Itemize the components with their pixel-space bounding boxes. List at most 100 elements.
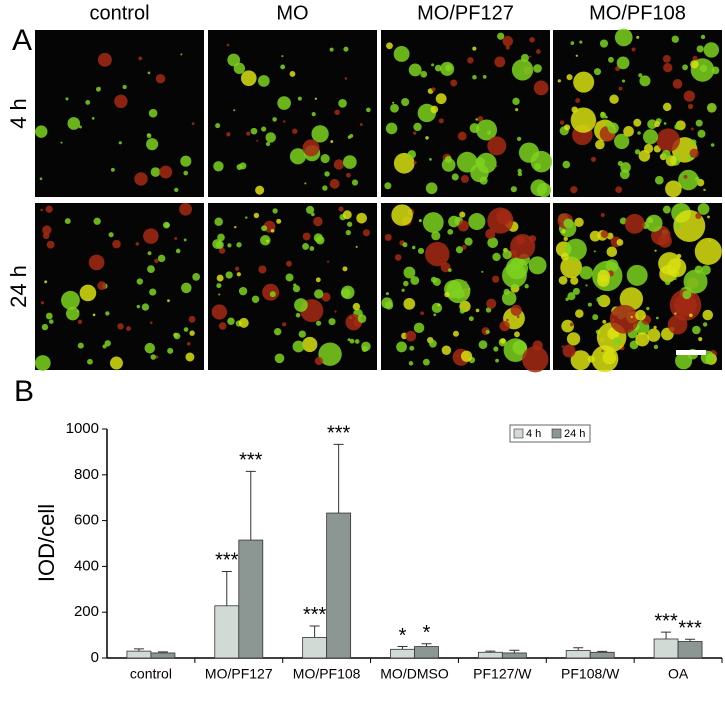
cell-blob — [493, 346, 499, 352]
cell-blob — [630, 315, 633, 319]
cell-blob — [558, 275, 568, 285]
cell-blob — [635, 332, 650, 347]
cell-blob — [411, 245, 416, 250]
cell-blob — [346, 172, 351, 178]
column-label: MO/PF127 — [417, 2, 514, 24]
cell-blob — [322, 185, 328, 191]
cell-blob — [88, 254, 105, 271]
cell-blob — [251, 295, 260, 303]
cell-blob — [694, 176, 700, 182]
cell-blob — [391, 204, 413, 226]
cell-blob — [234, 225, 237, 229]
cell-blob — [349, 338, 355, 344]
cell-blob — [342, 266, 348, 272]
cell-blob — [386, 42, 393, 50]
cell-blob — [587, 355, 595, 363]
y-tick-label: 0 — [91, 649, 99, 666]
cell-blob — [694, 237, 722, 265]
cell-blob — [441, 158, 456, 172]
cell-blob — [179, 202, 192, 216]
cell-blob — [450, 79, 458, 87]
cell-blob — [298, 330, 306, 338]
cell-blob — [352, 302, 361, 311]
cell-blob — [340, 288, 351, 299]
error-bar — [685, 638, 696, 642]
cell-blob — [117, 323, 124, 330]
cell-blob — [425, 182, 438, 195]
cell-blob — [506, 318, 509, 322]
cell-blob — [218, 293, 221, 296]
cell-blob — [502, 250, 512, 260]
cell-blob — [407, 150, 417, 159]
bar — [501, 652, 527, 659]
cell-blob — [413, 122, 422, 132]
cell-blob — [569, 322, 574, 327]
cell-blob — [266, 239, 269, 243]
cell-blob — [690, 60, 699, 69]
cell-blob — [691, 139, 697, 145]
cell-blob — [61, 290, 80, 310]
cell-blob — [689, 313, 693, 318]
cell-blob — [154, 258, 159, 264]
cell-blob — [256, 139, 259, 142]
cell-blob — [481, 270, 484, 273]
cell-blob — [702, 322, 708, 327]
cell-blob — [328, 318, 336, 326]
cell-blob — [711, 66, 720, 75]
cell-blob — [180, 155, 192, 167]
cell-blob — [494, 56, 506, 68]
cell-blob — [444, 291, 450, 298]
cell-blob — [338, 99, 347, 108]
cell-blob — [408, 63, 422, 77]
cell-blob — [143, 228, 159, 244]
cell-blob — [674, 124, 680, 130]
cell-blob — [575, 98, 581, 103]
cell-blob — [561, 345, 565, 348]
cell-blob — [91, 117, 95, 120]
cell-blob — [183, 170, 189, 176]
x-tick-label: MO/DMSO — [380, 666, 449, 682]
cell-blob — [261, 126, 267, 132]
cell-blob — [621, 79, 626, 83]
column-label: MO/PF108 — [589, 2, 686, 24]
cell-blob — [447, 268, 452, 273]
cell-blob — [431, 302, 443, 313]
cell-blob — [674, 312, 677, 315]
cell-blob — [663, 62, 673, 73]
cell-blob — [502, 263, 527, 288]
cell-blob — [639, 75, 651, 87]
cell-blob — [344, 77, 348, 80]
cell-blob — [614, 28, 633, 47]
cell-blob — [429, 339, 437, 348]
panel-label: A — [12, 24, 32, 57]
cell-blob — [136, 278, 143, 285]
cell-blob — [570, 41, 575, 45]
cell-blob — [422, 358, 430, 366]
cell-blob — [623, 126, 634, 137]
cell-blob — [258, 265, 267, 274]
cell-blob — [534, 162, 541, 170]
cell-blob — [65, 97, 69, 101]
cell-blob — [136, 304, 141, 309]
cell-blob — [183, 327, 189, 332]
cell-blob — [635, 309, 646, 321]
cell-blob — [183, 238, 187, 242]
cell-blob — [311, 125, 329, 143]
cell-blob — [314, 289, 324, 299]
significance: *** — [327, 423, 351, 445]
cell-blob — [343, 46, 349, 52]
cell-blob — [472, 74, 477, 80]
cell-blob — [320, 153, 330, 164]
cell-blob — [633, 118, 642, 127]
cell-blob — [167, 347, 174, 354]
cell-blob — [85, 100, 91, 105]
cell-blob — [667, 314, 688, 335]
cell-blob — [324, 171, 330, 177]
cell-blob — [285, 273, 294, 282]
cell-blob — [359, 123, 363, 126]
cell-blob — [495, 358, 499, 363]
cell-blob — [227, 243, 232, 248]
cell-blob — [272, 208, 278, 214]
cell-blob — [695, 212, 702, 219]
cell-blob — [315, 320, 322, 326]
